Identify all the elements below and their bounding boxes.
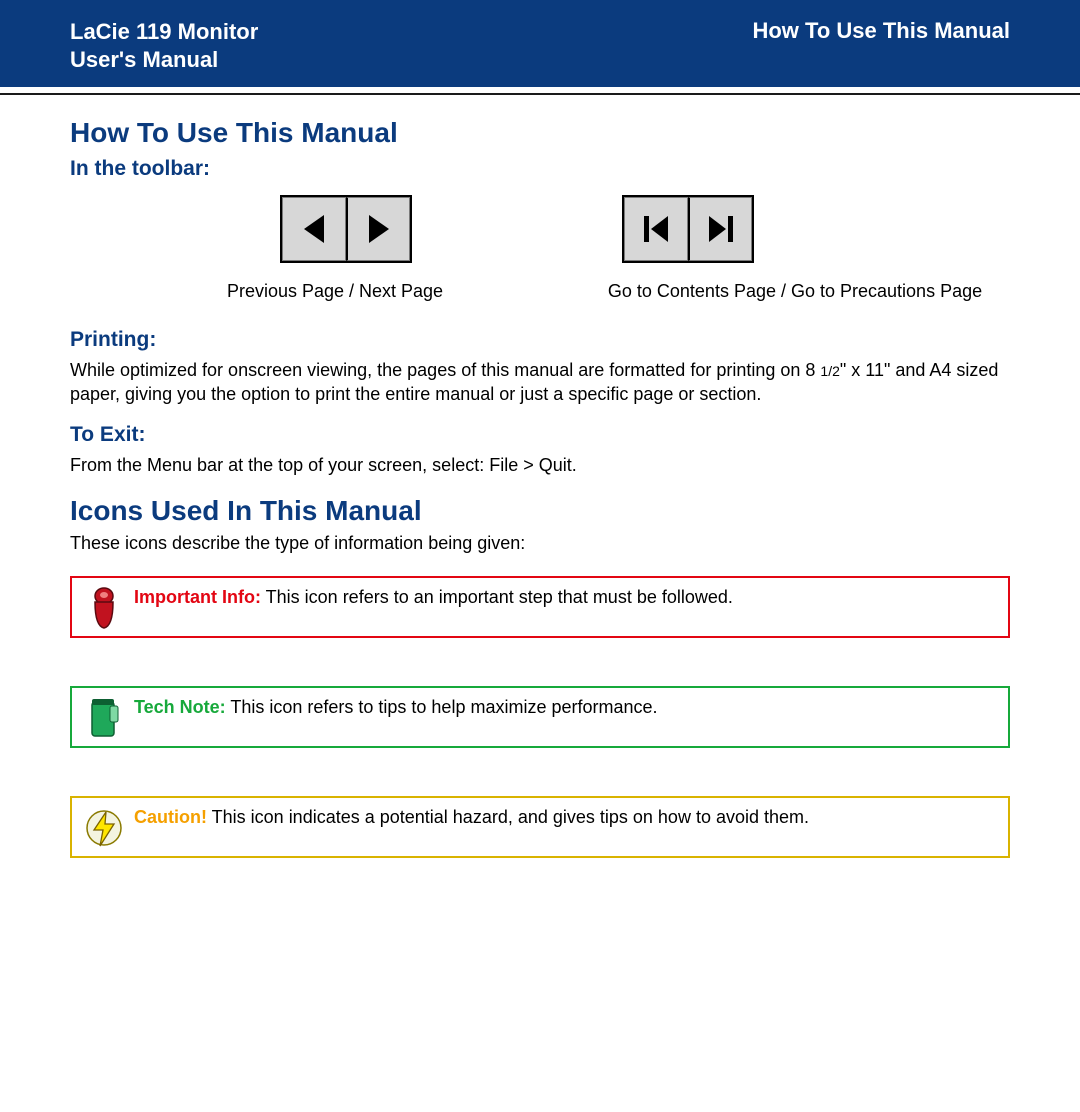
- triangle-right-icon: [365, 213, 393, 245]
- header-product-line2: User's Manual: [70, 46, 258, 74]
- page-content: How To Use This Manual In the toolbar:: [0, 95, 1080, 858]
- important-info-text: Important Info: This icon refers to an i…: [134, 586, 998, 609]
- header-product-line1: LaCie 119 Monitor: [70, 18, 258, 46]
- important-info-label: Important Info:: [134, 587, 261, 607]
- skip-back-icon: [640, 213, 672, 245]
- tech-note-box: Tech Note: This icon refers to tips to h…: [70, 686, 1010, 748]
- nav-contents-precautions-group: [622, 195, 754, 263]
- section-title-howto: How To Use This Manual: [70, 117, 1010, 149]
- header-page-title: How To Use This Manual: [752, 18, 1010, 44]
- contents-page-button[interactable]: [624, 197, 688, 261]
- icons-intro: These icons describe the type of informa…: [70, 533, 1010, 554]
- important-info-box: Important Info: This icon refers to an i…: [70, 576, 1010, 638]
- important-info-desc: This icon refers to an important step th…: [261, 587, 733, 607]
- tech-note-icon: [82, 696, 126, 740]
- triangle-left-icon: [300, 213, 328, 245]
- caption-contents: Go to Contents Page / Go to Precautions …: [540, 281, 1010, 302]
- caption-prev-next: Previous Page / Next Page: [70, 281, 540, 302]
- printing-fraction: 1/2: [820, 363, 839, 379]
- caution-icon: [82, 806, 126, 850]
- page-header: LaCie 119 Monitor User's Manual How To U…: [0, 0, 1080, 87]
- section-title-icons: Icons Used In This Manual: [70, 495, 1010, 527]
- header-product: LaCie 119 Monitor User's Manual: [70, 18, 258, 73]
- tech-note-text: Tech Note: This icon refers to tips to h…: [134, 696, 998, 719]
- tech-note-desc: This icon refers to tips to help maximiz…: [226, 697, 658, 717]
- exit-paragraph: From the Menu bar at the top of your scr…: [70, 453, 1010, 477]
- important-info-icon: [82, 586, 126, 630]
- tech-note-label: Tech Note:: [134, 697, 226, 717]
- caution-text: Caution! This icon indicates a potential…: [134, 806, 998, 829]
- toolbar-captions: Previous Page / Next Page Go to Contents…: [70, 281, 1010, 302]
- prev-page-button[interactable]: [282, 197, 346, 261]
- caution-box: Caution! This icon indicates a potential…: [70, 796, 1010, 858]
- printing-paragraph: While optimized for onscreen viewing, th…: [70, 358, 1010, 407]
- caution-label: Caution!: [134, 807, 207, 827]
- skip-forward-icon: [705, 213, 737, 245]
- next-page-button[interactable]: [346, 197, 410, 261]
- nav-prev-next-group: [280, 195, 412, 263]
- subheading-toolbar: In the toolbar:: [70, 157, 1010, 181]
- printing-text-a: While optimized for onscreen viewing, th…: [70, 360, 820, 380]
- precautions-page-button[interactable]: [688, 197, 752, 261]
- caution-desc: This icon indicates a potential hazard, …: [207, 807, 809, 827]
- toolbar-buttons-row: [280, 195, 1010, 263]
- subheading-exit: To Exit:: [70, 423, 1010, 447]
- subheading-printing: Printing:: [70, 328, 1010, 352]
